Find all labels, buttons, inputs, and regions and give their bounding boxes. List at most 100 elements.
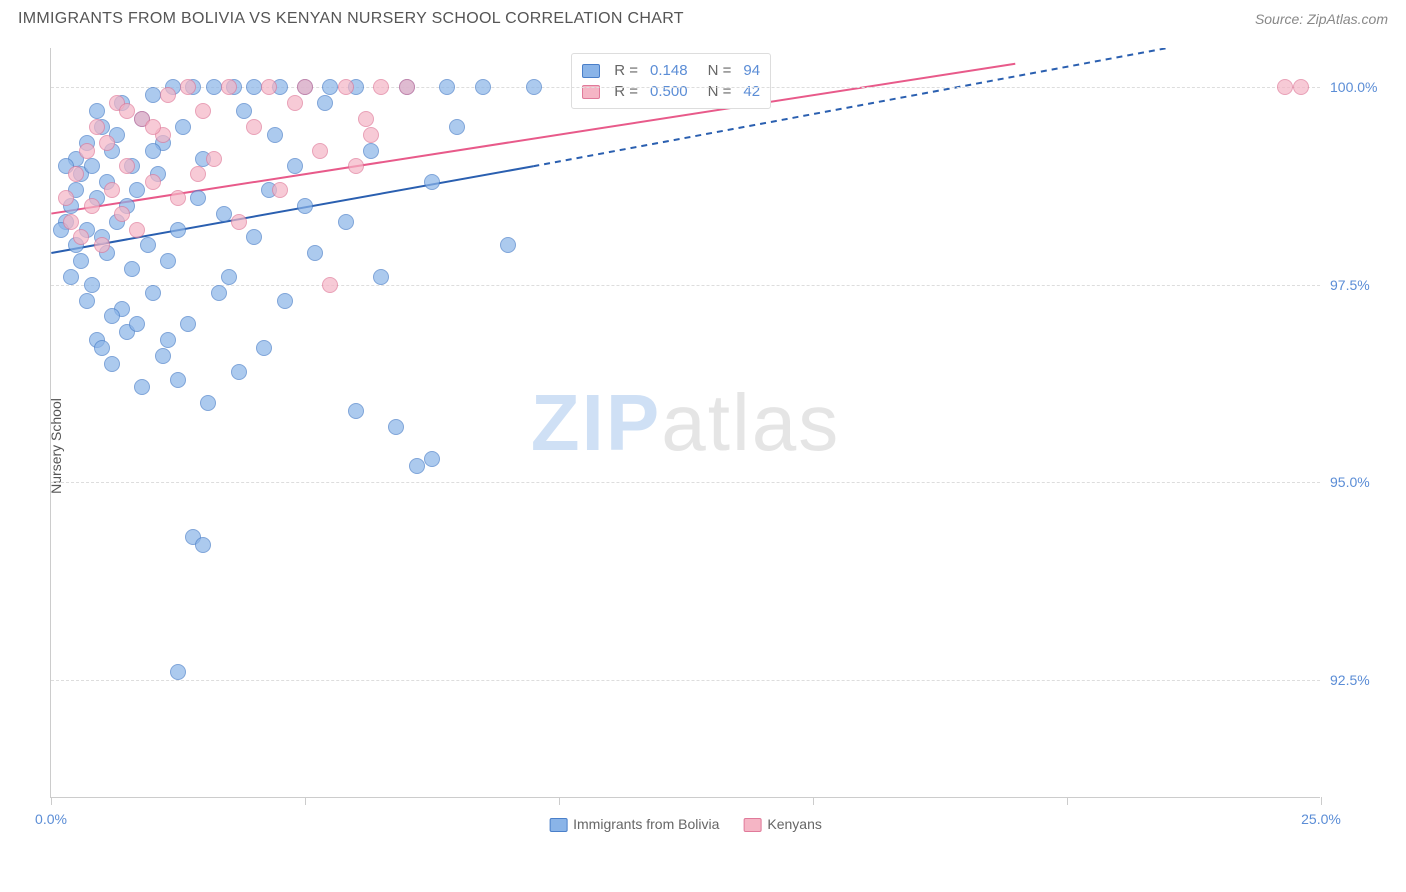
data-point — [195, 103, 211, 119]
data-point — [73, 229, 89, 245]
data-point — [424, 174, 440, 190]
correlation-legend: R =0.148N =94R =0.500N =42 — [571, 53, 771, 109]
data-point — [211, 285, 227, 301]
data-point — [190, 166, 206, 182]
data-point — [170, 664, 186, 680]
data-point — [272, 182, 288, 198]
data-point — [160, 332, 176, 348]
gridline — [51, 285, 1320, 286]
x-tick — [1321, 797, 1322, 805]
watermark-zip: ZIP — [531, 378, 661, 467]
data-point — [145, 143, 161, 159]
data-point — [317, 95, 333, 111]
data-point — [129, 222, 145, 238]
data-point — [216, 206, 232, 222]
chart-area: ZIPatlas R =0.148N =94R =0.500N =42 Immi… — [50, 48, 1320, 798]
regression-lines — [51, 48, 1320, 797]
data-point — [338, 214, 354, 230]
data-point — [129, 316, 145, 332]
data-point — [236, 103, 252, 119]
r-label: R = — [614, 83, 638, 100]
data-point — [175, 119, 191, 135]
data-point — [256, 340, 272, 356]
data-point — [409, 458, 425, 474]
data-point — [373, 79, 389, 95]
data-point — [68, 166, 84, 182]
data-point — [526, 79, 542, 95]
data-point — [348, 403, 364, 419]
data-point — [160, 253, 176, 269]
data-point — [287, 158, 303, 174]
x-tick — [559, 797, 560, 805]
data-point — [297, 79, 313, 95]
data-point — [145, 285, 161, 301]
data-point — [195, 537, 211, 553]
data-point — [200, 395, 216, 411]
x-tick — [51, 797, 52, 805]
data-point — [145, 174, 161, 190]
data-point — [363, 143, 379, 159]
legend-label: Immigrants from Bolivia — [573, 816, 719, 832]
data-point — [73, 253, 89, 269]
data-point — [170, 222, 186, 238]
gridline — [51, 680, 1320, 681]
data-point — [388, 419, 404, 435]
source-label: Source: ZipAtlas.com — [1255, 11, 1388, 27]
data-point — [1277, 79, 1293, 95]
x-tick — [813, 797, 814, 805]
data-point — [322, 277, 338, 293]
data-point — [114, 206, 130, 222]
r-value: 0.500 — [650, 83, 688, 100]
data-point — [322, 79, 338, 95]
data-point — [312, 143, 328, 159]
legend-swatch — [743, 818, 761, 832]
data-point — [221, 79, 237, 95]
legend-row: R =0.500N =42 — [582, 81, 760, 102]
data-point — [84, 277, 100, 293]
data-point — [119, 158, 135, 174]
x-tick-label: 25.0% — [1301, 811, 1341, 827]
watermark: ZIPatlas — [531, 377, 840, 469]
data-point — [94, 237, 110, 253]
r-label: R = — [614, 62, 638, 79]
data-point — [119, 103, 135, 119]
data-point — [99, 135, 115, 151]
data-point — [348, 158, 364, 174]
n-label: N = — [708, 62, 732, 79]
data-point — [267, 127, 283, 143]
data-point — [307, 245, 323, 261]
legend-swatch — [549, 818, 567, 832]
data-point — [246, 229, 262, 245]
data-point — [155, 348, 171, 364]
data-point — [449, 119, 465, 135]
data-point — [246, 119, 262, 135]
data-point — [89, 119, 105, 135]
data-point — [104, 308, 120, 324]
data-point — [231, 364, 247, 380]
data-point — [261, 79, 277, 95]
data-point — [206, 151, 222, 167]
data-point — [129, 182, 145, 198]
x-tick — [305, 797, 306, 805]
data-point — [104, 356, 120, 372]
data-point — [124, 261, 140, 277]
chart-title: IMMIGRANTS FROM BOLIVIA VS KENYAN NURSER… — [18, 10, 684, 28]
data-point — [180, 316, 196, 332]
data-point — [475, 79, 491, 95]
data-point — [221, 269, 237, 285]
data-point — [190, 190, 206, 206]
data-point — [439, 79, 455, 95]
data-point — [373, 269, 389, 285]
data-point — [363, 127, 379, 143]
data-point — [145, 87, 161, 103]
legend-row: R =0.148N =94 — [582, 60, 760, 81]
n-value: 94 — [743, 62, 760, 79]
data-point — [338, 79, 354, 95]
data-point — [89, 103, 105, 119]
data-point — [160, 87, 176, 103]
data-point — [134, 379, 150, 395]
data-point — [79, 143, 95, 159]
data-point — [63, 269, 79, 285]
data-point — [170, 190, 186, 206]
data-point — [140, 237, 156, 253]
